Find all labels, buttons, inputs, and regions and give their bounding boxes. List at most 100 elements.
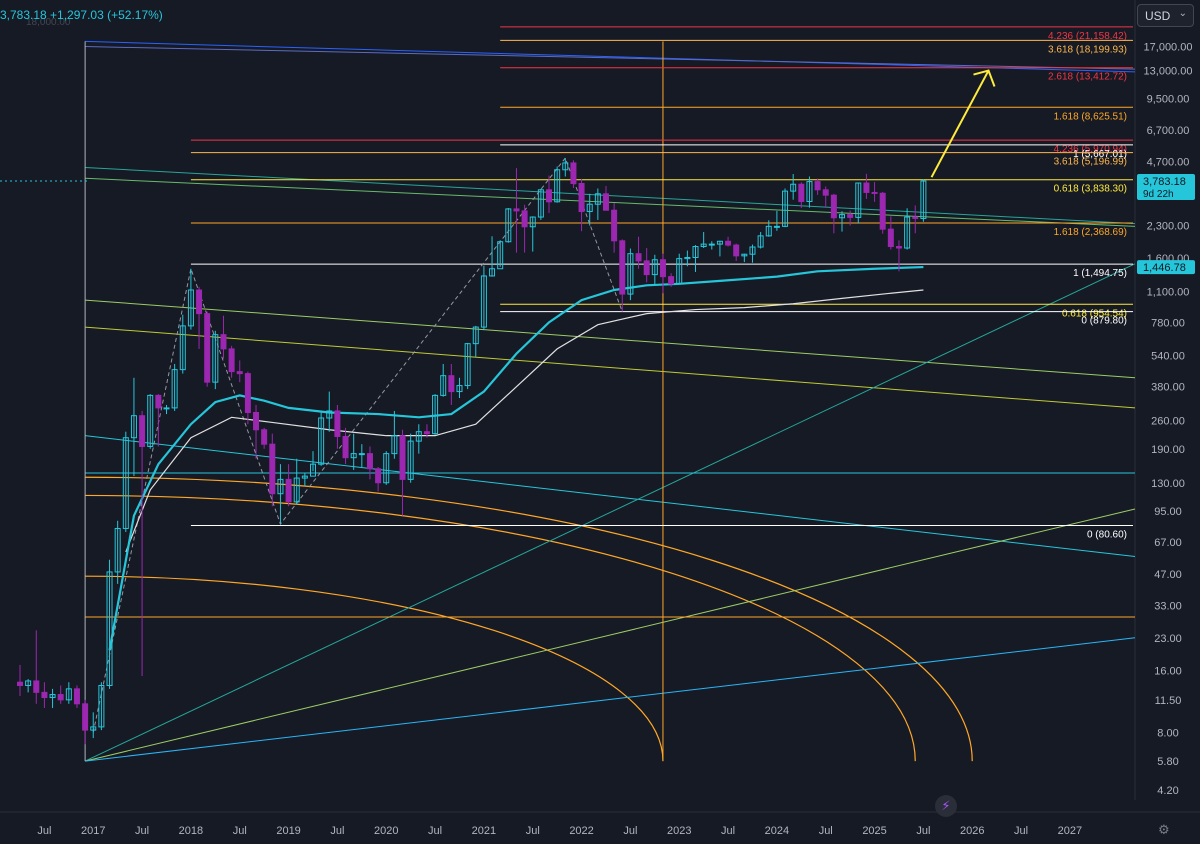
candle-body bbox=[114, 527, 121, 573]
candle-body bbox=[277, 478, 284, 495]
x-tick-label: Jul bbox=[721, 825, 735, 837]
candle-body bbox=[73, 688, 80, 705]
candle bbox=[627, 248, 634, 301]
candle-body bbox=[521, 210, 528, 228]
y-tick-label: 780.00 bbox=[1151, 317, 1185, 329]
lightning-icon[interactable]: ⚡ bbox=[935, 795, 957, 817]
candle bbox=[423, 424, 430, 438]
currency-select[interactable]: USD ⌄ bbox=[1137, 4, 1194, 27]
candle bbox=[863, 173, 870, 199]
candle bbox=[546, 175, 553, 213]
candle-body bbox=[602, 193, 609, 211]
candle-body bbox=[358, 453, 365, 456]
candle-body bbox=[822, 189, 829, 196]
candle-body bbox=[130, 415, 137, 439]
y-tick-label: 6,700.00 bbox=[1147, 125, 1190, 137]
candle-body bbox=[220, 334, 227, 350]
candle-body bbox=[163, 407, 170, 410]
candle bbox=[139, 410, 146, 677]
candle bbox=[399, 429, 406, 516]
fib-level-label: 0 (80.60) bbox=[1087, 530, 1127, 541]
candle bbox=[570, 160, 577, 188]
candle-body bbox=[155, 394, 162, 409]
x-tick-label: 2021 bbox=[472, 825, 496, 837]
candle-body bbox=[725, 240, 732, 246]
y-tick-label: 9,500.00 bbox=[1147, 94, 1190, 106]
fib-level-label: 3.618 (18,199.93) bbox=[1048, 44, 1127, 55]
candle-body bbox=[293, 477, 300, 503]
candle bbox=[415, 424, 422, 454]
candle-body bbox=[830, 194, 837, 219]
candle bbox=[106, 559, 113, 689]
candle bbox=[895, 240, 902, 272]
candle-body bbox=[41, 691, 48, 699]
candle bbox=[220, 315, 227, 359]
y-tick-label: 4,700.00 bbox=[1147, 157, 1190, 169]
candle-body bbox=[529, 216, 536, 228]
candle bbox=[562, 158, 569, 177]
candle-body bbox=[904, 216, 911, 249]
candle bbox=[318, 410, 325, 466]
candle bbox=[700, 232, 707, 249]
candle bbox=[619, 239, 626, 312]
y-tick-label: 17,000.00 bbox=[1144, 42, 1193, 54]
candle bbox=[253, 404, 260, 459]
x-tick-label: Jul bbox=[330, 825, 344, 837]
candle bbox=[554, 166, 561, 203]
candle bbox=[73, 685, 80, 708]
candle bbox=[358, 444, 365, 468]
gear-icon[interactable]: ⚙ bbox=[1158, 822, 1170, 837]
candle-body bbox=[708, 243, 715, 246]
candle-body bbox=[895, 246, 902, 249]
candle bbox=[383, 451, 390, 485]
candle-body bbox=[334, 410, 341, 437]
ma-fast-line bbox=[108, 265, 924, 651]
candle bbox=[668, 273, 675, 287]
candle bbox=[578, 178, 585, 232]
x-tick-label: 2018 bbox=[179, 825, 203, 837]
candle-body bbox=[798, 183, 805, 202]
candle-body bbox=[350, 453, 357, 459]
candle bbox=[57, 685, 64, 704]
candle-body bbox=[668, 276, 675, 285]
candle bbox=[798, 182, 805, 208]
candle bbox=[708, 241, 715, 250]
candle bbox=[879, 191, 886, 234]
candle bbox=[692, 245, 699, 272]
candle bbox=[326, 391, 333, 432]
y-tick-label: 95.00 bbox=[1154, 506, 1182, 518]
candle bbox=[114, 520, 121, 584]
candle-body bbox=[611, 209, 618, 242]
chevron-down-icon: ⌄ bbox=[1178, 8, 1187, 19]
x-axis: Jul 2017 Jul 2018 Jul 2019 Jul 2020 Jul 2021 Jul 20… bbox=[37, 825, 1082, 837]
candle-body bbox=[480, 275, 487, 328]
candle-body bbox=[554, 169, 561, 203]
candle-body bbox=[619, 240, 626, 295]
y-tick-label: 380.00 bbox=[1151, 382, 1185, 394]
candle bbox=[301, 472, 308, 487]
x-tick-label: 2022 bbox=[569, 825, 593, 837]
y-tick-label: 1,100.00 bbox=[1147, 287, 1190, 299]
candle-body bbox=[25, 680, 32, 686]
candle-body bbox=[578, 183, 585, 213]
ma-slow-line bbox=[125, 289, 924, 553]
candle-body bbox=[871, 191, 878, 194]
fib-arc bbox=[85, 575, 664, 762]
projection-arrow-head bbox=[973, 69, 996, 87]
candle bbox=[122, 431, 129, 532]
trend-fan-line bbox=[85, 326, 1136, 409]
candle-body bbox=[472, 326, 479, 345]
candle-body bbox=[139, 415, 146, 447]
candle-body bbox=[635, 253, 642, 262]
candle-body bbox=[594, 193, 601, 205]
candle-body bbox=[676, 258, 683, 285]
candle-body bbox=[863, 182, 870, 193]
candle bbox=[725, 236, 732, 247]
x-tick-label: Jul bbox=[526, 825, 540, 837]
fib-level-label: 1.618 (2,368.69) bbox=[1054, 227, 1127, 238]
candle-body bbox=[106, 571, 113, 686]
y-tick-label: 23.00 bbox=[1154, 633, 1182, 645]
